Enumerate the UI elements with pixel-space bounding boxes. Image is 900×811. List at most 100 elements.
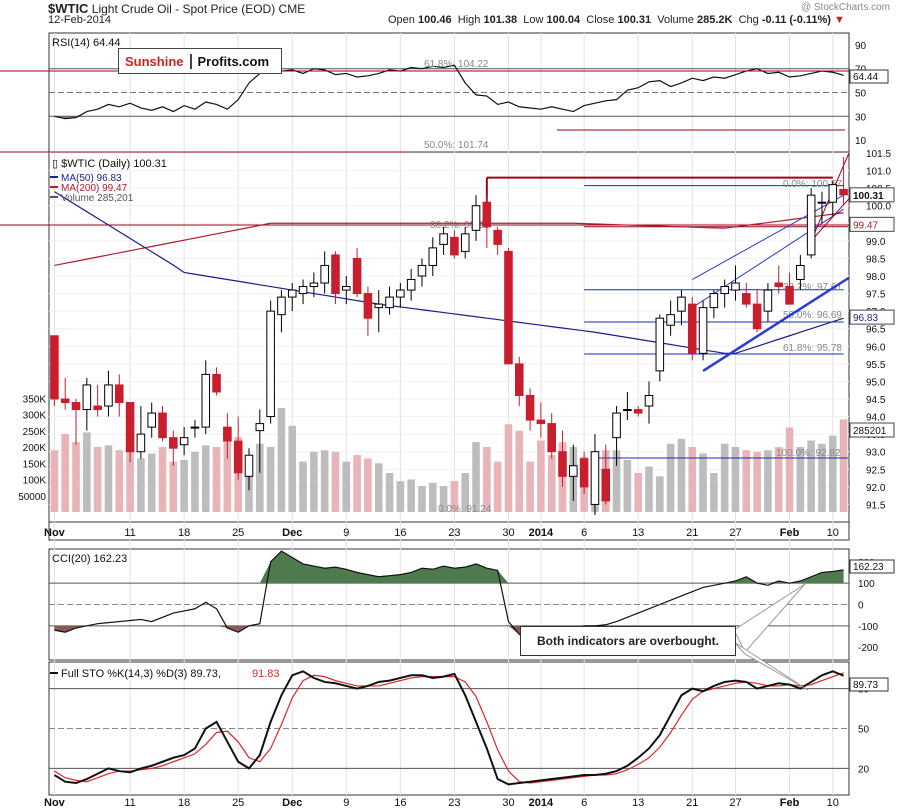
volume-bar [666, 443, 675, 512]
legend-item: MA(50) 96.83 [61, 173, 122, 184]
date-tick-label: 23 [448, 527, 460, 539]
volume-tick-label: 100K [23, 476, 47, 487]
volume-bar [774, 447, 783, 512]
volume-bar [677, 438, 686, 512]
candle-body [504, 250, 513, 365]
date-tick-label-bottom: Feb [780, 797, 800, 809]
volume-bar [472, 442, 480, 512]
volume-bar [634, 473, 642, 512]
volume-bar [418, 486, 426, 512]
date-tick-label-bottom: 6 [581, 797, 587, 809]
date-tick-label-bottom: 10 [827, 797, 839, 809]
fib-100-label: 100.0%: 92.82 [776, 448, 841, 459]
volume-bar [385, 473, 394, 512]
candle-body [471, 205, 481, 231]
callout-pointer-up [733, 583, 806, 653]
price-series-title: ▯ $WTIC (Daily) 100.31 [52, 158, 167, 170]
volume-bar [201, 445, 210, 512]
date-tick-label-bottom: 21 [686, 797, 698, 809]
volume-bar [374, 463, 383, 512]
candle-body [633, 409, 643, 414]
ma200-line [54, 212, 844, 267]
price-tick-label: 97.5 [866, 290, 886, 301]
date-tick-label: 11 [124, 527, 135, 539]
sto-title: Full STO %K(14,3) %D(3) 89.73, [61, 668, 221, 680]
candle-body [309, 282, 319, 288]
date-tick-label-bottom: 2014 [529, 797, 554, 809]
volume-bar [353, 455, 361, 512]
candle-body [342, 286, 351, 291]
date-tick-label-bottom: 16 [394, 797, 406, 809]
support-trendline [702, 276, 850, 372]
chg-value: -0.11 (-0.11%) [761, 14, 831, 26]
date-tick-label-bottom: 27 [729, 797, 741, 809]
volume-bar [310, 451, 318, 512]
candle-body [612, 412, 621, 439]
high-label: High [457, 14, 481, 26]
candle-body [60, 398, 70, 404]
candle-body [720, 286, 729, 295]
candle-body [320, 264, 329, 284]
date-tick-label-bottom: 13 [632, 797, 644, 809]
price-tick-label: 99.0 [866, 237, 886, 248]
volume-bar [299, 461, 307, 512]
price-tick-label: 93.0 [866, 448, 886, 459]
candle-body [201, 373, 211, 428]
volume-last-box-label: 285201 [853, 426, 887, 437]
candle-body [601, 468, 611, 502]
close-label: Close [586, 14, 615, 26]
rsi-tick-label: 30 [855, 112, 867, 123]
price-panel-frame [48, 152, 850, 523]
candle-body [579, 458, 589, 488]
volume-bar [364, 458, 372, 512]
date-tick-label: 10 [827, 527, 839, 539]
candle-body [179, 437, 189, 446]
volume-bar [396, 481, 405, 512]
volume-bar [742, 450, 751, 512]
candle-body [50, 335, 59, 400]
legend-item: MA(200) 99.47 [61, 183, 128, 194]
candle-body [169, 437, 178, 449]
volume-bar [785, 427, 794, 512]
candle-body [71, 402, 81, 411]
channel-lower-trendline [691, 208, 844, 309]
ohlc-readout: Open 100.46 High 101.38 Low 100.04 Close… [388, 14, 845, 26]
cci-tick-label: -100 [858, 622, 878, 633]
candle-body [363, 293, 373, 319]
price-tick-label: 94.5 [866, 395, 886, 406]
candle-body [828, 184, 838, 203]
rsi-line [54, 64, 844, 120]
volume-bar [710, 473, 718, 512]
fib-rsi-500-label: 50.0%: 101.74 [424, 140, 489, 151]
candle-body [774, 282, 784, 288]
volume-tick-label: 50000 [18, 492, 46, 503]
volume-bar [158, 447, 167, 512]
date-tick-label-bottom: 23 [448, 797, 460, 809]
date-tick-label: 9 [343, 527, 349, 539]
volume-bar [688, 447, 697, 512]
cci-title: CCI(20) 162.23 [52, 553, 127, 565]
volume-bar [277, 408, 286, 512]
volume-bar [147, 453, 156, 512]
price-tick-label: 95.5 [866, 360, 886, 371]
candle-body [806, 194, 816, 256]
volume-bar [104, 445, 113, 512]
candle-body [439, 233, 448, 245]
price-tick-label: 92.0 [866, 483, 886, 494]
rsi-tick-label: 50 [855, 89, 867, 100]
volume-bar [61, 434, 69, 512]
price-tick-label: 101.0 [866, 167, 891, 178]
volume-bar [537, 440, 545, 512]
fib-00-low-label: 0.0%: 91.24 [438, 504, 492, 515]
date-tick-label: 2014 [529, 527, 554, 539]
candle-body [482, 201, 492, 228]
volume-bar [72, 442, 80, 512]
volume-bar [515, 430, 524, 512]
candle-body [677, 296, 686, 312]
fib-38-label: 38.2%: 99.28 [430, 220, 489, 231]
candle-body [82, 384, 92, 411]
chg-label: Chg [738, 14, 759, 26]
candle-body [417, 264, 427, 277]
volume-bar [50, 450, 59, 512]
date-tick-label-bottom: Nov [44, 797, 66, 809]
